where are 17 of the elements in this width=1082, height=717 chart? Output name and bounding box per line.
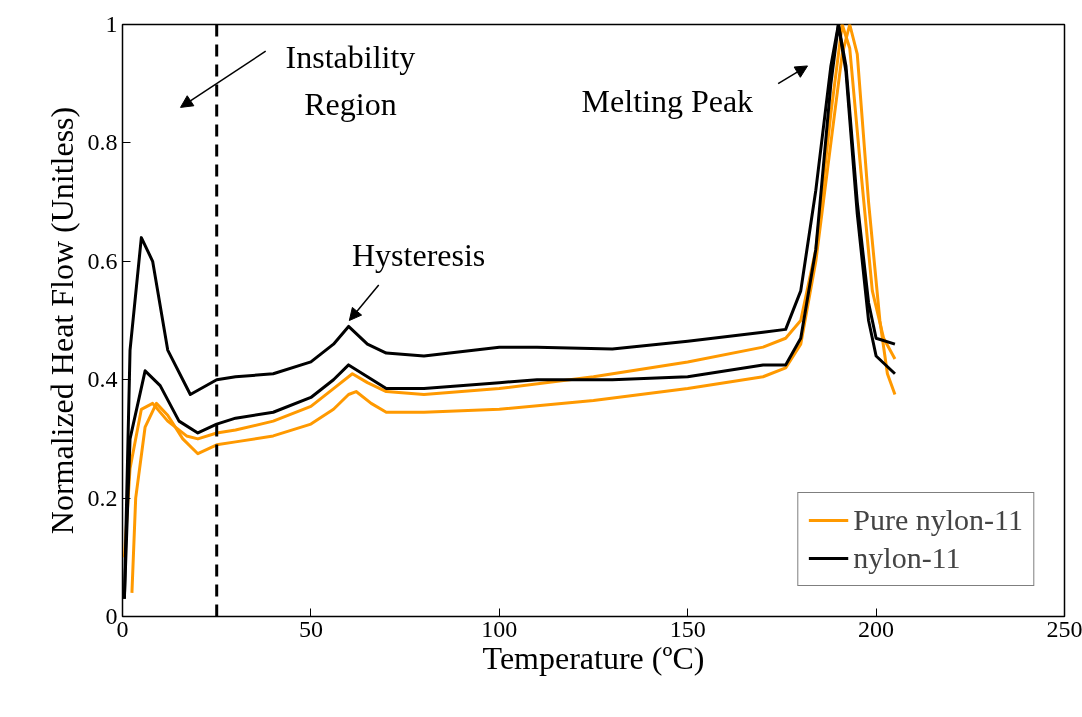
x-tick-label: 100 bbox=[481, 615, 518, 642]
x-tick-label: 200 bbox=[858, 615, 895, 642]
annotation: Instability Region bbox=[285, 39, 416, 123]
x-axis-title: Temperature (ºC) bbox=[482, 639, 705, 676]
y-tick-label: 1 bbox=[105, 11, 118, 37]
x-tick-label: 50 bbox=[298, 615, 323, 642]
y-tick-label: 0.8 bbox=[87, 129, 118, 156]
x-tick-label: 250 bbox=[1046, 615, 1082, 642]
y-axis-title: Normalized Heat Flow (Unitless) bbox=[43, 106, 80, 535]
y-tick-label: 0.4 bbox=[87, 366, 118, 393]
y-tick-label: 0.2 bbox=[87, 484, 118, 511]
annotation: Melting Peak bbox=[581, 83, 754, 120]
legend-label: nylon-11 bbox=[853, 541, 961, 575]
x-tick-label: 150 bbox=[669, 615, 706, 642]
annotation: Hysteresis bbox=[352, 237, 486, 274]
legend-label: Pure nylon-11 bbox=[853, 503, 1023, 537]
y-tick-label: 0.6 bbox=[87, 247, 118, 274]
